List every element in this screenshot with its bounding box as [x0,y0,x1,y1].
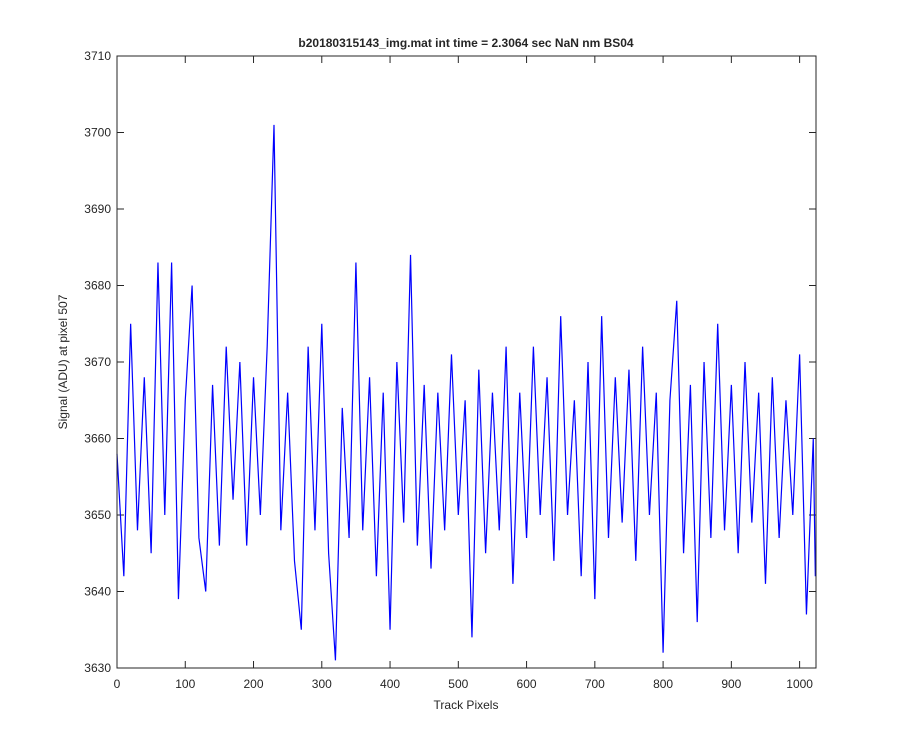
x-tick-label: 200 [244,677,264,691]
x-tick-label: 100 [175,677,195,691]
y-tick-label: 3650 [84,508,111,522]
y-tick-label: 3690 [84,202,111,216]
x-axis-label: Track Pixels [434,698,499,712]
y-tick-label: 3700 [84,126,111,140]
y-tick-label: 3670 [84,355,111,369]
axes-box [116,55,817,669]
chart-title: b20180315143_img.mat int time = 2.3064 s… [298,36,634,50]
y-tick-label: 3640 [84,585,111,599]
x-tick-label: 500 [448,677,468,691]
y-axis-label: Signal (ADU) at pixel 507 [56,294,70,429]
plot-area [117,56,816,668]
x-tick-label: 400 [380,677,400,691]
x-tick-label: 900 [721,677,741,691]
x-tick-label: 700 [585,677,605,691]
y-tick-label: 3680 [84,279,111,293]
x-tick-label: 300 [312,677,332,691]
y-tick-label: 3630 [84,661,111,675]
x-tick-label: 1000 [786,677,813,691]
y-tick-label: 3660 [84,432,111,446]
y-tick-label: 3710 [84,49,111,63]
data-line [116,124,816,661]
x-tick-label: 600 [517,677,537,691]
x-tick-label: 0 [114,677,121,691]
x-tick-label: 800 [653,677,673,691]
